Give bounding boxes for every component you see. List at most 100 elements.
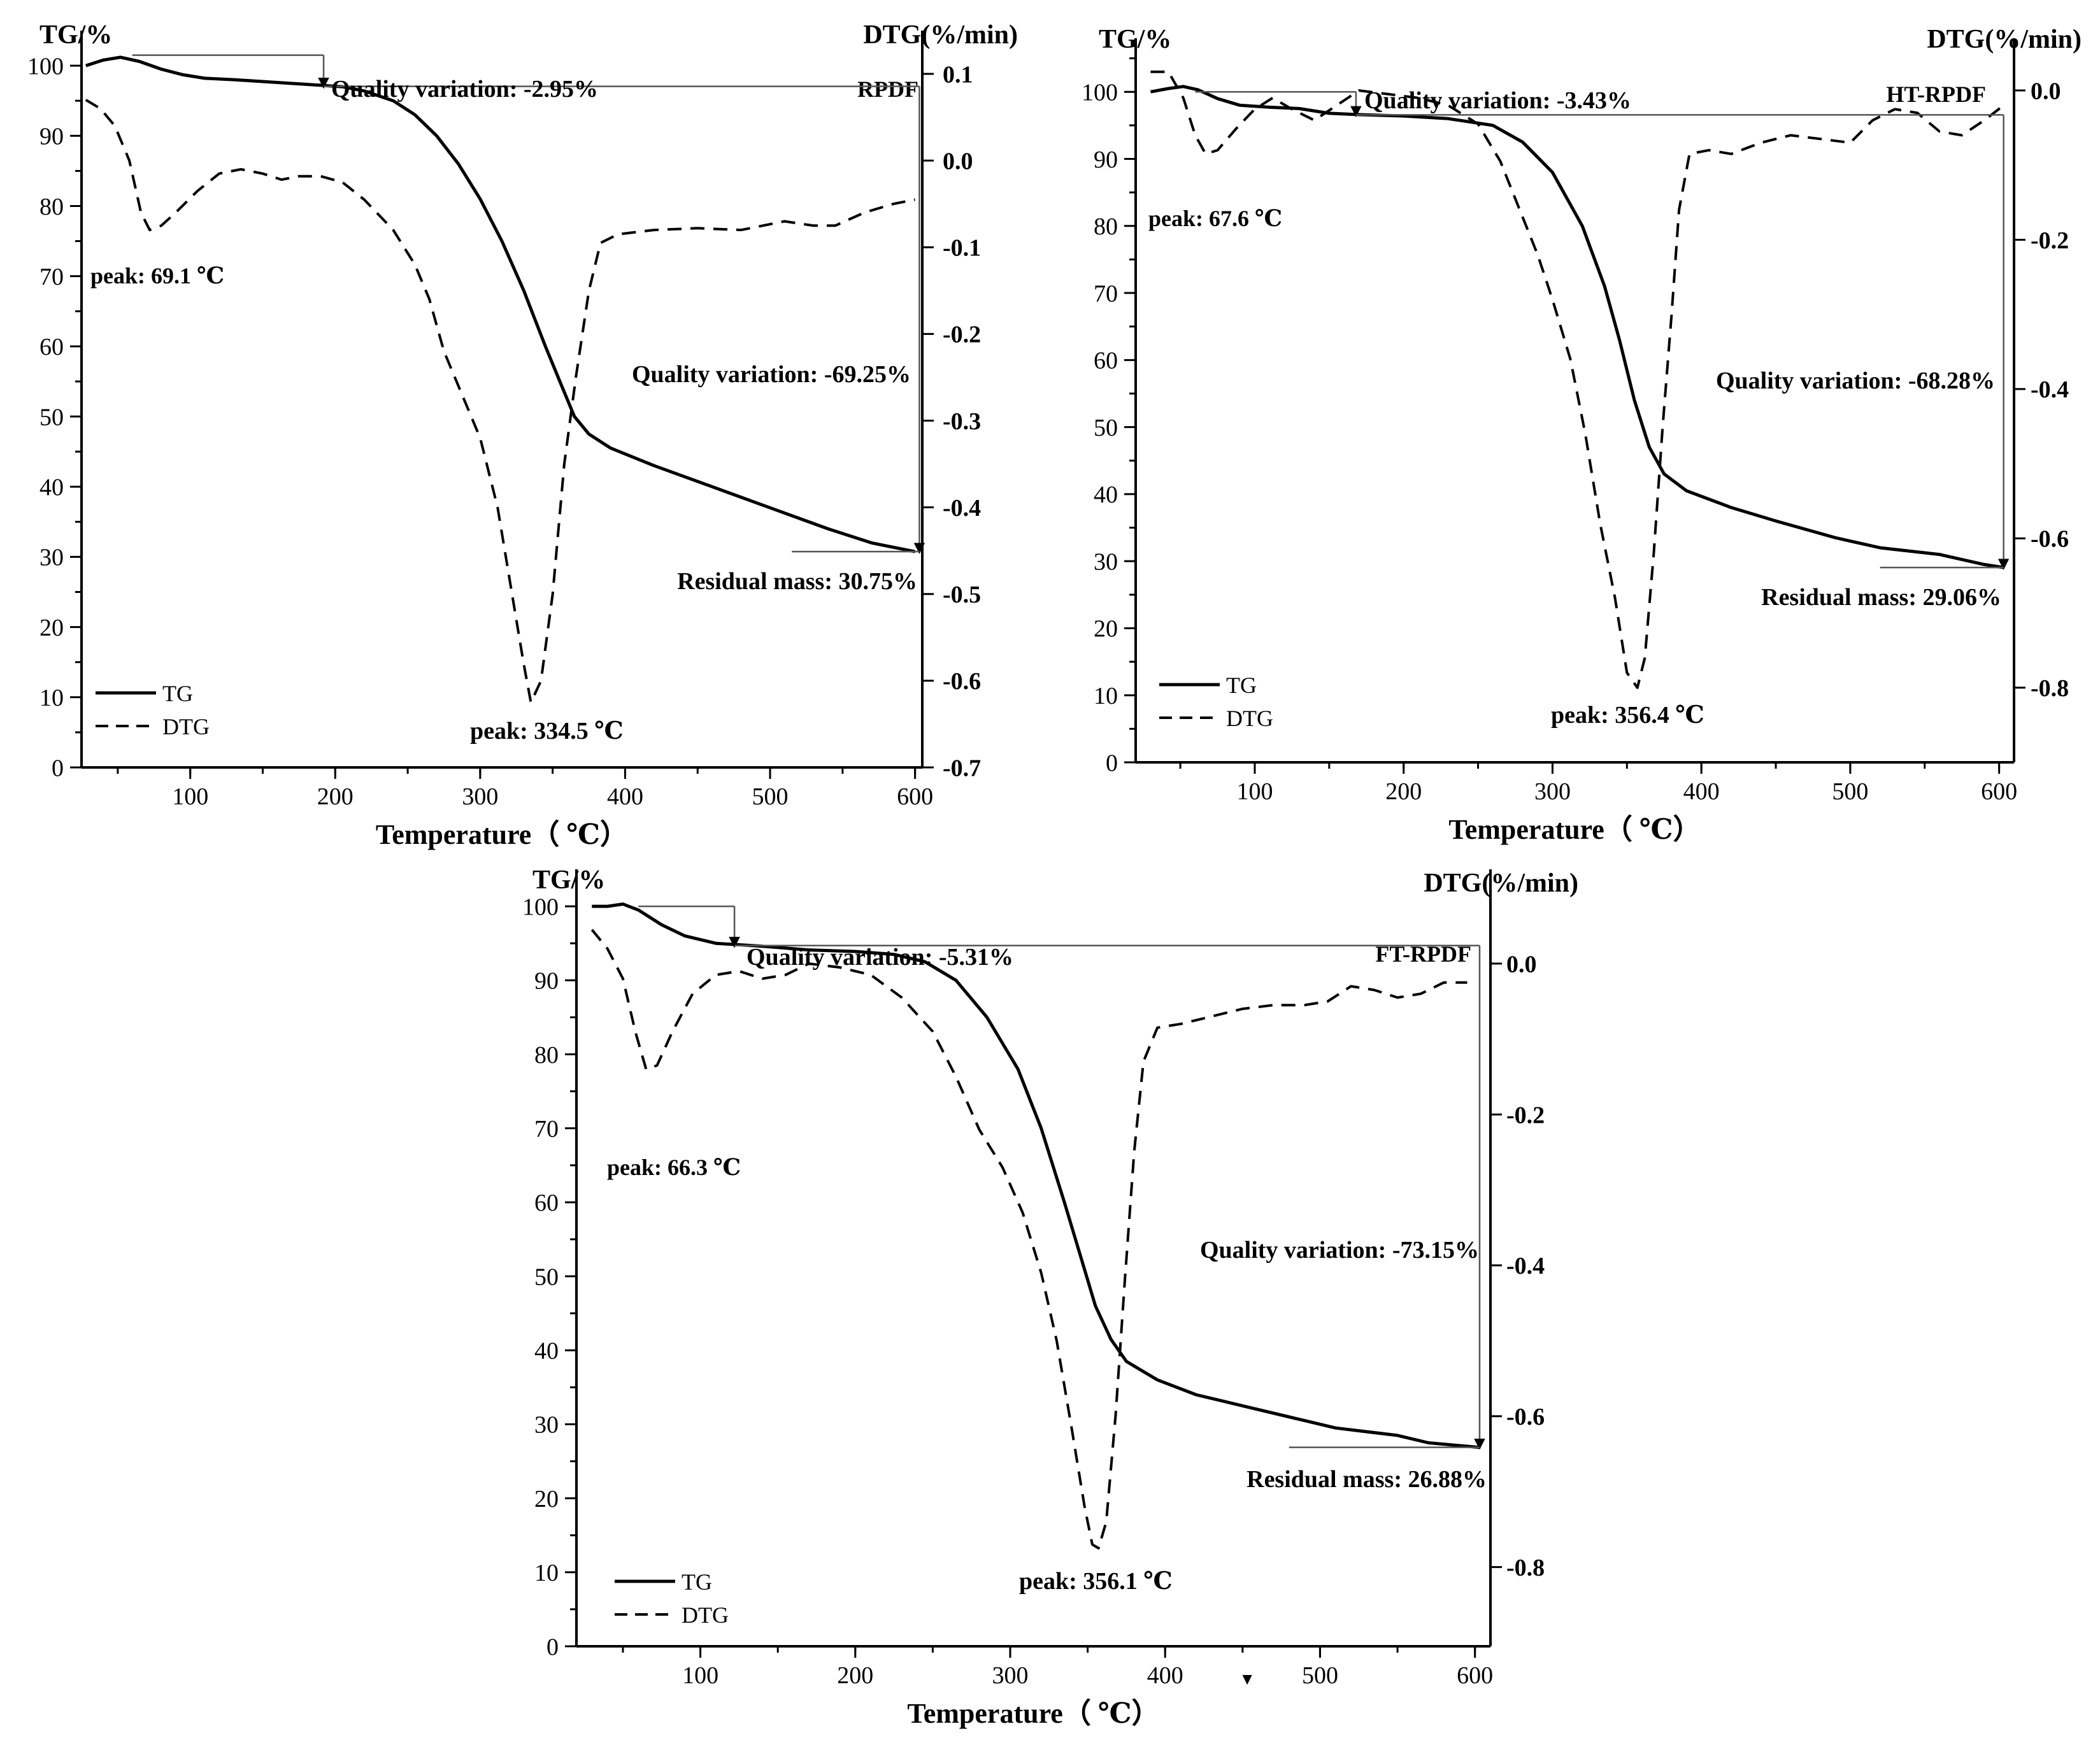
y-right-tick-label: 0.0 bbox=[943, 148, 973, 174]
x-tick-label: 300 bbox=[1534, 778, 1571, 805]
peak-main-label: peak: 356.4 ℃ bbox=[1551, 702, 1704, 729]
y-right-axis-title: DTG(%/min) bbox=[863, 20, 1018, 50]
panel-ht-rpdf: 100 200 300 400 500 600 0 10 20 30 40 50 60 70 80 90 100… bbox=[1082, 25, 2082, 845]
peak-main-label: peak: 356.1 ℃ bbox=[1019, 1568, 1173, 1595]
x-tick-label: 500 bbox=[1832, 778, 1868, 805]
x-tick-label: 400 bbox=[1147, 1662, 1183, 1689]
y-right-tick-label: -0.8 bbox=[2031, 675, 2069, 702]
y-left-tick-label: 10 bbox=[534, 1560, 559, 1586]
x-axis-title: Temperature（ ℃） bbox=[376, 819, 628, 850]
quality-variation-1-label: Quality variation: -2.95% bbox=[331, 76, 598, 103]
y-left-tick-label: 80 bbox=[39, 194, 64, 220]
x-tick-label: 600 bbox=[1981, 778, 2017, 805]
y-right-tick-label: -0.4 bbox=[943, 495, 981, 522]
y-left-tick-label: 40 bbox=[534, 1338, 559, 1365]
y-left-tick-label: 40 bbox=[39, 474, 64, 501]
y-left-tick-label: 10 bbox=[39, 685, 64, 711]
x-axis-title: Temperature（ ℃） bbox=[907, 1698, 1159, 1729]
x-tick-label: 100 bbox=[172, 783, 208, 810]
quality-variation-2-label: Quality variation: -73.15% bbox=[1200, 1237, 1479, 1264]
y-left-tick-label: 60 bbox=[39, 334, 64, 360]
panel-ft-rpdf: 100 200 300 400 500 600 0 10 20 30 40 50 60 70 80 90 100… bbox=[522, 865, 1578, 1729]
x-tick-label: 400 bbox=[1683, 778, 1720, 805]
legend-dtg-label: DTG bbox=[1226, 706, 1273, 731]
y-right-axis-title: DTG(%/min) bbox=[1424, 869, 1578, 898]
y-left-tick-label: 100 bbox=[27, 53, 64, 80]
x-tick-label: 200 bbox=[837, 1662, 873, 1689]
dtg-series-line bbox=[85, 99, 915, 704]
y-left-tick-label: 30 bbox=[534, 1412, 559, 1439]
peak-main-label: peak: 334.5 ℃ bbox=[470, 718, 624, 744]
y-left-tick-label: 80 bbox=[534, 1042, 559, 1069]
y-left-tick-label: 20 bbox=[39, 615, 64, 641]
y-left-tick-label: 0 bbox=[1106, 750, 1118, 776]
y-right-tick-label: -0.8 bbox=[1506, 1555, 1545, 1581]
y-left-tick-label: 100 bbox=[1082, 80, 1118, 106]
y-left-tick-label: 0 bbox=[52, 755, 64, 781]
legend-tg-label: TG bbox=[682, 1569, 712, 1595]
y-left-tick-label: 30 bbox=[39, 545, 64, 571]
y-left-tick-label: 20 bbox=[534, 1486, 559, 1513]
quality-variation-1-label: Quality variation: -3.43% bbox=[1364, 87, 1631, 114]
y-right-tick-label: -0.4 bbox=[2031, 376, 2069, 403]
x-tick-label: 200 bbox=[317, 783, 354, 810]
y-left-axis-title: TG/% bbox=[532, 865, 605, 895]
quality-variation-1-label: Quality variation: -5.31% bbox=[746, 944, 1013, 971]
residual-mass-label: Residual mass: 26.88% bbox=[1246, 1466, 1487, 1493]
y-right-tick-label: -0.6 bbox=[2031, 526, 2069, 553]
x-tick-label: 600 bbox=[897, 783, 933, 810]
x-tick-label: 300 bbox=[992, 1662, 1029, 1689]
y-right-tick-label: -0.1 bbox=[943, 235, 981, 262]
y-left-tick-label: 70 bbox=[39, 264, 64, 290]
y-right-tick-label: -0.2 bbox=[1506, 1102, 1545, 1129]
panel-title: RPDF bbox=[857, 76, 918, 102]
y-right-tick-label: -0.2 bbox=[943, 322, 981, 348]
y-left-axis-title: TG/% bbox=[39, 20, 112, 50]
y-left-tick-label: 0 bbox=[546, 1634, 559, 1660]
y-left-tick-label: 90 bbox=[1094, 146, 1118, 173]
y-right-tick-label: -0.3 bbox=[943, 408, 981, 435]
x-tick-label: 100 bbox=[1236, 778, 1273, 805]
dtg-series-line bbox=[1150, 70, 2004, 689]
y-left-tick-label: 60 bbox=[534, 1190, 559, 1216]
tg-series-line bbox=[592, 902, 1480, 1449]
x-tick-label: 500 bbox=[1302, 1662, 1338, 1689]
y-left-tick-label: 70 bbox=[1094, 280, 1118, 307]
peak-low-label: peak: 66.3 ℃ bbox=[607, 1155, 741, 1180]
y-left-tick-label: 90 bbox=[534, 968, 559, 995]
panel-title: HT-RPDF bbox=[1886, 82, 1986, 107]
legend-tg-label: TG bbox=[162, 681, 193, 706]
peak-low-label: peak: 67.6 ℃ bbox=[1148, 206, 1282, 231]
y-right-tick-label: -0.4 bbox=[1506, 1253, 1545, 1279]
quality-variation-2-label: Quality variation: -68.28% bbox=[1716, 367, 1995, 394]
x-tick-label: 100 bbox=[682, 1662, 718, 1689]
y-left-tick-label: 70 bbox=[534, 1116, 559, 1143]
y-right-tick-label: -0.7 bbox=[943, 755, 981, 781]
y-right-tick-label: -0.6 bbox=[943, 668, 981, 695]
y-right-axis-title: DTG(%/min) bbox=[1927, 25, 2082, 54]
y-left-tick-label: 20 bbox=[1094, 616, 1118, 643]
y-left-tick-label: 90 bbox=[39, 124, 64, 150]
x-tick-label: 500 bbox=[752, 783, 789, 810]
tg-series-line bbox=[85, 55, 916, 553]
y-left-tick-label: 50 bbox=[534, 1264, 559, 1290]
x-tick-label: 600 bbox=[1457, 1662, 1493, 1689]
y-left-tick-label: 50 bbox=[1094, 415, 1118, 441]
y-right-tick-label: 0.0 bbox=[1506, 951, 1537, 978]
y-left-axis-title: TG/% bbox=[1099, 25, 1171, 54]
y-left-tick-label: 30 bbox=[1094, 548, 1118, 575]
y-left-tick-label: 80 bbox=[1094, 213, 1118, 240]
legend-dtg-label: DTG bbox=[682, 1602, 729, 1628]
y-right-tick-label: -0.2 bbox=[2031, 227, 2069, 254]
x-tick-label: 400 bbox=[607, 783, 643, 810]
x-tick-label: 200 bbox=[1385, 778, 1422, 805]
y-right-tick-label: 0.0 bbox=[2031, 78, 2061, 104]
panel-rpdf: 100 200 300 400 500 600 0 10 20 30 40 50 60 70 80 90 100… bbox=[27, 20, 1018, 850]
quality-variation-2-label: Quality variation: -69.25% bbox=[632, 361, 911, 388]
x-tick-label: 300 bbox=[462, 783, 498, 810]
y-left-tick-label: 10 bbox=[1094, 683, 1118, 709]
residual-mass-label: Residual mass: 30.75% bbox=[677, 568, 917, 595]
stray-mark: ▼ bbox=[1239, 1670, 1255, 1688]
residual-mass-label: Residual mass: 29.06% bbox=[1761, 584, 2001, 611]
